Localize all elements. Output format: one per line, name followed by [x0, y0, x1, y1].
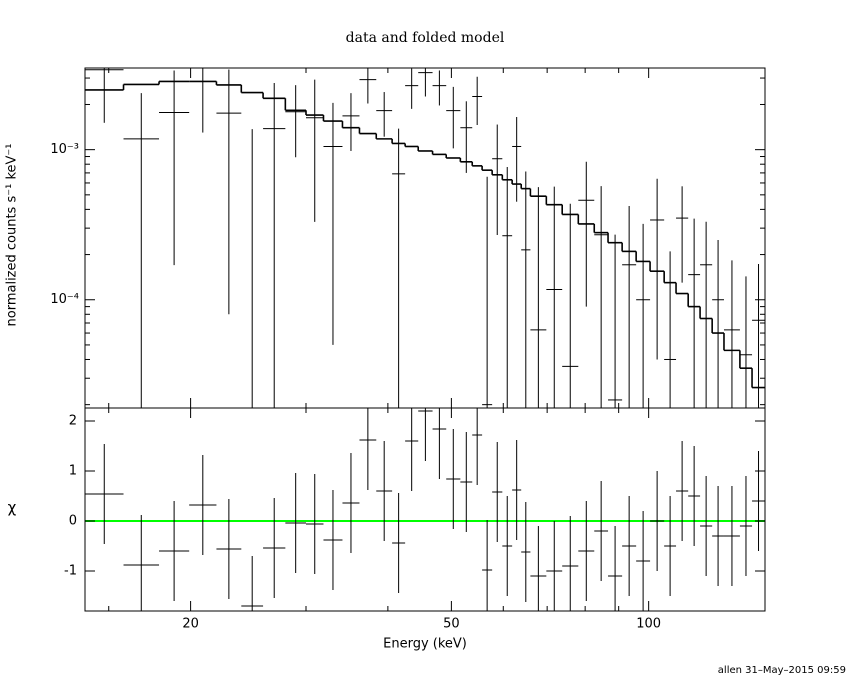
residual-axis-label: χ — [8, 499, 17, 517]
residual-frame — [84, 407, 766, 612]
x-tick-label: 100 — [636, 617, 661, 632]
y-axis-label: normalized counts s⁻¹ keV⁻¹ — [5, 144, 20, 327]
x-axis-label: Energy (keV) — [383, 637, 467, 652]
y-tick-label: 10⁻³ — [50, 142, 79, 157]
x-tick-label: 50 — [443, 617, 460, 632]
footer: allen 31–May–2015 09:59 — [718, 665, 846, 676]
residual-y-tick-label: 2 — [69, 414, 77, 429]
residual-y-tick-label: -1 — [64, 564, 77, 579]
spectrum-panel — [85, 68, 765, 408]
residual-panel — [85, 408, 765, 611]
axes: 20 50 100 10⁻⁴ 10⁻³ -1 0 1 2 — [50, 68, 765, 632]
residual-y-tick-label: 1 — [69, 464, 77, 479]
y-tick-label: 10⁻⁴ — [50, 292, 79, 307]
residual-y-tick-label: 0 — [69, 514, 77, 529]
x-tick-label: 20 — [182, 617, 199, 632]
chart-title: data and folded model — [346, 30, 505, 46]
